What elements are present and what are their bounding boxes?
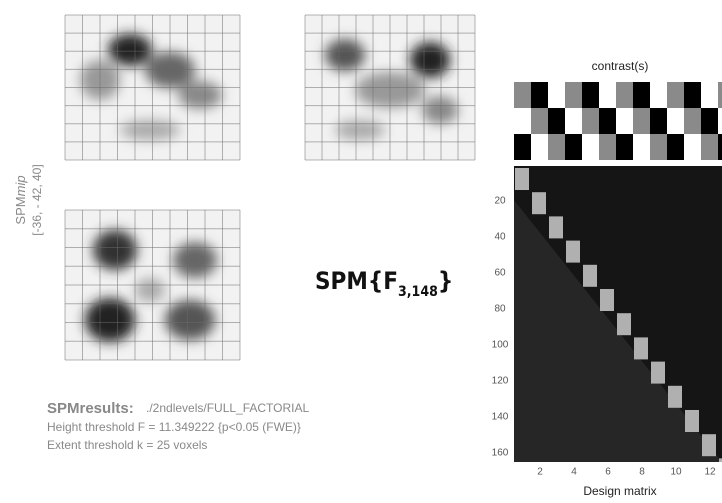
contrast-cell [548,82,565,108]
x-tick-label: 2 [537,467,543,478]
contrast-cell [718,82,722,108]
contrast-cell [514,134,531,160]
contrast-cell [633,108,650,134]
x-tick-label: 10 [670,467,682,478]
y-tick-label: 20 [494,196,506,207]
design-block [600,289,614,311]
results-label: SPMresults: [47,400,134,417]
contrast-cell [650,134,667,160]
contrast-cell [701,134,718,160]
contrast-cell [684,134,701,160]
statistic-main: SPM{F [315,267,398,295]
contrast-cell [599,108,616,134]
design-matrix-xlabel: Design matrix [583,484,656,498]
design-block [685,410,699,432]
height-threshold: Height threshold F = 11.349222 {p<0.05 (… [47,420,301,434]
contrast-cell [582,82,599,108]
contrast-title: contrast(s) [592,59,649,73]
contrast-cell [565,108,582,134]
x-tick-label: 8 [639,467,645,478]
contrast-cell [565,134,582,160]
design-block [634,337,648,360]
results-path: ./2ndlevels/FULL_FACTORIAL [146,401,310,415]
contrast-cell [718,134,722,160]
contrast-cell [701,108,718,134]
contrast-cell [582,134,599,160]
design-matrix-ticks: 20 40 60 80 100 120 140 160 2 4 6 8 10 12 [492,196,716,478]
contrast-cell [531,108,548,134]
contrast-cell [531,82,548,108]
contrast-cell [599,134,616,160]
contrast-cell [667,108,684,134]
statistic-subscript: 3,148 [398,284,438,300]
design-block [583,264,597,287]
contrast-cell [616,82,633,108]
design-block [515,168,529,190]
contrast-cell [514,108,531,134]
y-tick-label: 160 [492,448,509,459]
contrast-cell [684,82,701,108]
design-block [566,240,580,263]
contrast-cell [701,82,718,108]
design-block [719,458,722,462]
glass-brain-grids [64,14,476,361]
contrast-cell [667,134,684,160]
design-block [651,361,665,384]
contrast-cell [633,134,650,160]
contrast-cell [650,82,667,108]
contrast-cell [667,82,684,108]
contrast-cell [599,82,616,108]
mip-label-main: SPM [13,196,28,224]
contrast-cell [548,134,565,160]
contrast-cell [531,134,548,160]
contrast-cell [565,82,582,108]
mip-label-italic: mip [13,175,28,196]
design-block [532,192,546,215]
design-block [617,313,631,336]
y-tick-label: 120 [492,376,509,387]
mip-label: SPMmip [13,175,28,224]
contrast-cell [684,108,701,134]
contrast-cell [633,82,650,108]
contrast-cell [514,82,531,108]
contrast-panel [514,82,722,160]
design-block [702,434,716,457]
y-tick-label: 40 [494,232,506,243]
extent-threshold: Extent threshold k = 25 voxels [47,438,207,452]
statistic-close: } [438,267,453,295]
contrast-cell [616,134,633,160]
x-tick-label: 4 [571,467,577,478]
y-tick-label: 80 [494,304,506,315]
design-block [549,216,563,239]
contrast-cell [582,108,599,134]
contrast-cell [718,108,722,134]
design-matrix [514,166,722,462]
contrast-cell [548,108,565,134]
statistic-label: SPM{F3,148} [315,267,453,300]
mip-coordinates: [-36, - 42, 40] [30,164,44,235]
contrast-cell [650,108,667,134]
design-block [668,385,682,408]
contrast-cell [616,108,633,134]
y-tick-label: 60 [494,268,506,279]
y-tick-label: 140 [492,412,509,423]
x-tick-label: 12 [704,467,716,478]
x-tick-label: 6 [605,467,611,478]
y-tick-label: 100 [492,340,509,351]
